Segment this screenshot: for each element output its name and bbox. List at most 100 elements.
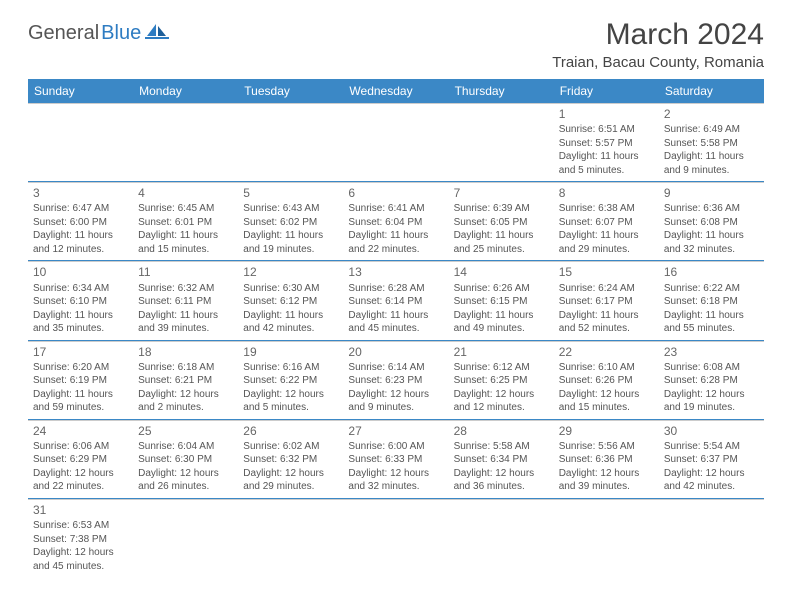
sunset-line: Sunset: 6:18 PM — [664, 295, 759, 309]
sunrise-line: Sunrise: 6:06 AM — [33, 440, 128, 454]
sunset-line: Sunset: 6:21 PM — [138, 374, 233, 388]
daylight-line: Daylight: 11 hours — [559, 150, 654, 164]
daylight-line: Daylight: 11 hours — [138, 229, 233, 243]
daylight-line: Daylight: 12 hours — [138, 467, 233, 481]
daylight-line: Daylight: 12 hours — [243, 388, 338, 402]
daylight-line: and 52 minutes. — [559, 322, 654, 336]
daylight-line: Daylight: 12 hours — [664, 388, 759, 402]
day-number: 22 — [559, 344, 654, 360]
month-year-title: March 2024 — [552, 18, 764, 52]
day-number: 2 — [664, 106, 759, 122]
sunrise-line: Sunrise: 6:08 AM — [664, 361, 759, 375]
daylight-line: Daylight: 11 hours — [348, 309, 443, 323]
day-cell: 31Sunrise: 6:53 AMSunset: 7:38 PMDayligh… — [28, 499, 133, 577]
day-cell-empty — [133, 103, 238, 181]
day-cell: 1Sunrise: 6:51 AMSunset: 5:57 PMDaylight… — [554, 103, 659, 181]
sunset-line: Sunset: 6:22 PM — [243, 374, 338, 388]
sunrise-line: Sunrise: 6:02 AM — [243, 440, 338, 454]
daylight-line: and 29 minutes. — [243, 480, 338, 494]
day-cell: 25Sunrise: 6:04 AMSunset: 6:30 PMDayligh… — [133, 420, 238, 498]
day-number: 27 — [348, 423, 443, 439]
daylight-line: and 19 minutes. — [243, 243, 338, 257]
day-cell: 29Sunrise: 5:56 AMSunset: 6:36 PMDayligh… — [554, 420, 659, 498]
week-row: 1Sunrise: 6:51 AMSunset: 5:57 PMDaylight… — [28, 103, 764, 182]
day-cell: 2Sunrise: 6:49 AMSunset: 5:58 PMDaylight… — [659, 103, 764, 181]
daylight-line: Daylight: 11 hours — [559, 309, 654, 323]
day-cell: 23Sunrise: 6:08 AMSunset: 6:28 PMDayligh… — [659, 341, 764, 419]
sunrise-line: Sunrise: 6:30 AM — [243, 282, 338, 296]
daylight-line: and 9 minutes. — [664, 164, 759, 178]
sunset-line: Sunset: 6:05 PM — [454, 216, 549, 230]
sunrise-line: Sunrise: 6:38 AM — [559, 202, 654, 216]
day-number: 30 — [664, 423, 759, 439]
day-cell: 15Sunrise: 6:24 AMSunset: 6:17 PMDayligh… — [554, 261, 659, 339]
day-cell: 22Sunrise: 6:10 AMSunset: 6:26 PMDayligh… — [554, 341, 659, 419]
week-row: 17Sunrise: 6:20 AMSunset: 6:19 PMDayligh… — [28, 341, 764, 420]
day-number: 11 — [138, 264, 233, 280]
daylight-line: and 19 minutes. — [664, 401, 759, 415]
day-cell: 30Sunrise: 5:54 AMSunset: 6:37 PMDayligh… — [659, 420, 764, 498]
daylight-line: and 35 minutes. — [33, 322, 128, 336]
day-number: 4 — [138, 185, 233, 201]
day-cell-empty — [554, 499, 659, 577]
day-number: 24 — [33, 423, 128, 439]
day-cell-empty — [343, 103, 448, 181]
day-cell: 17Sunrise: 6:20 AMSunset: 6:19 PMDayligh… — [28, 341, 133, 419]
daylight-line: and 15 minutes. — [559, 401, 654, 415]
daylight-line: and 5 minutes. — [243, 401, 338, 415]
sunrise-line: Sunrise: 6:49 AM — [664, 123, 759, 137]
sunrise-line: Sunrise: 6:47 AM — [33, 202, 128, 216]
sunset-line: Sunset: 6:29 PM — [33, 453, 128, 467]
sunset-line: Sunset: 6:23 PM — [348, 374, 443, 388]
logo-text-general: General — [28, 22, 99, 45]
daylight-line: and 9 minutes. — [348, 401, 443, 415]
sunrise-line: Sunrise: 6:26 AM — [454, 282, 549, 296]
daylight-line: Daylight: 11 hours — [454, 229, 549, 243]
sunrise-line: Sunrise: 6:10 AM — [559, 361, 654, 375]
daylight-line: Daylight: 12 hours — [33, 546, 128, 560]
day-header-row: SundayMondayTuesdayWednesdayThursdayFrid… — [28, 79, 764, 103]
day-cell-empty — [449, 103, 554, 181]
daylight-line: Daylight: 11 hours — [243, 309, 338, 323]
sunset-line: Sunset: 6:28 PM — [664, 374, 759, 388]
day-number: 26 — [243, 423, 338, 439]
logo-sail-icon — [145, 22, 169, 40]
day-number: 8 — [559, 185, 654, 201]
sunset-line: Sunset: 6:36 PM — [559, 453, 654, 467]
daylight-line: and 32 minutes. — [348, 480, 443, 494]
daylight-line: and 36 minutes. — [454, 480, 549, 494]
sunset-line: Sunset: 6:11 PM — [138, 295, 233, 309]
sunrise-line: Sunrise: 6:04 AM — [138, 440, 233, 454]
day-cell: 26Sunrise: 6:02 AMSunset: 6:32 PMDayligh… — [238, 420, 343, 498]
logo-text-blue: Blue — [101, 22, 141, 45]
daylight-line: Daylight: 12 hours — [348, 388, 443, 402]
day-cell: 10Sunrise: 6:34 AMSunset: 6:10 PMDayligh… — [28, 261, 133, 339]
day-cell: 19Sunrise: 6:16 AMSunset: 6:22 PMDayligh… — [238, 341, 343, 419]
daylight-line: and 2 minutes. — [138, 401, 233, 415]
day-number: 21 — [454, 344, 549, 360]
sunset-line: Sunset: 6:14 PM — [348, 295, 443, 309]
daylight-line: and 25 minutes. — [454, 243, 549, 257]
day-number: 19 — [243, 344, 338, 360]
sunrise-line: Sunrise: 6:22 AM — [664, 282, 759, 296]
sunset-line: Sunset: 6:33 PM — [348, 453, 443, 467]
sunset-line: Sunset: 6:17 PM — [559, 295, 654, 309]
daylight-line: and 42 minutes. — [664, 480, 759, 494]
day-header-cell: Monday — [133, 79, 238, 103]
day-number: 29 — [559, 423, 654, 439]
day-cell: 8Sunrise: 6:38 AMSunset: 6:07 PMDaylight… — [554, 182, 659, 260]
daylight-line: and 45 minutes. — [33, 560, 128, 574]
sunrise-line: Sunrise: 5:56 AM — [559, 440, 654, 454]
sunrise-line: Sunrise: 6:39 AM — [454, 202, 549, 216]
sunrise-line: Sunrise: 6:53 AM — [33, 519, 128, 533]
location-subtitle: Traian, Bacau County, Romania — [552, 54, 764, 71]
daylight-line: and 12 minutes. — [454, 401, 549, 415]
day-number: 17 — [33, 344, 128, 360]
day-number: 9 — [664, 185, 759, 201]
daylight-line: and 45 minutes. — [348, 322, 443, 336]
day-number: 13 — [348, 264, 443, 280]
sunset-line: Sunset: 6:25 PM — [454, 374, 549, 388]
day-cell-empty — [238, 499, 343, 577]
day-header-cell: Sunday — [28, 79, 133, 103]
daylight-line: and 22 minutes. — [33, 480, 128, 494]
